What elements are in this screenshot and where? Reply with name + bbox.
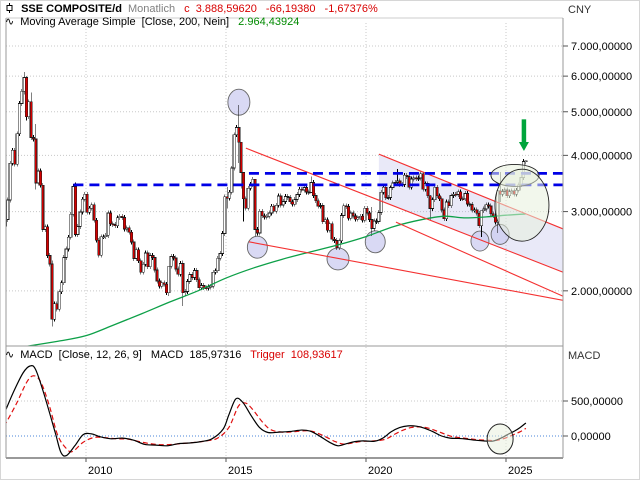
- annotation-ellipse[interactable]: [486, 423, 514, 455]
- price-axis-label[interactable]: 4.000,00000: [571, 150, 632, 162]
- price-axis-label[interactable]: 2.000,00000: [571, 286, 632, 298]
- macd-pane[interactable]: [4, 365, 527, 457]
- time-axis-label[interactable]: 2010: [88, 465, 112, 477]
- annotation-ellipse[interactable]: [494, 168, 550, 242]
- ma-value: 2.964,43924: [238, 16, 300, 28]
- macd-value: 185,97316: [189, 349, 242, 361]
- trigger-value: 108,93617: [290, 349, 343, 361]
- trendline[interactable]: [248, 241, 563, 301]
- pane-borders: [5, 17, 564, 459]
- price-change-pct: -1,67376%: [324, 3, 378, 15]
- price-axis-label[interactable]: 7.000,00000: [571, 41, 632, 53]
- indicator-wave-icon: ∿: [5, 16, 15, 28]
- quote-prefix: c: [184, 3, 190, 15]
- candlestick-series: [6, 72, 528, 327]
- ma200-line[interactable]: [5, 213, 526, 350]
- annotation-ellipse[interactable]: [470, 230, 490, 252]
- macd-name[interactable]: MACD: [20, 349, 53, 361]
- macd-axis-label[interactable]: 0,00000: [571, 431, 611, 443]
- macd-line[interactable]: [4, 365, 527, 457]
- trendline[interactable]: [395, 221, 563, 297]
- macd-trigger-line[interactable]: [4, 375, 527, 453]
- last-price: 3.888,59620: [195, 3, 257, 15]
- price-axis-label[interactable]: 5.000,00000: [571, 107, 632, 119]
- macd-axis-unit: MACD: [568, 350, 600, 362]
- price-axis-label[interactable]: 6.000,00000: [571, 71, 632, 83]
- macd-indicator-header: ∿ MACD [Close, 12, 26, 9] MACD 185,97316 …: [5, 348, 349, 361]
- time-axis-label[interactable]: 2025: [508, 465, 532, 477]
- annotation-ellipse[interactable]: [246, 235, 268, 259]
- price-change: -66,19380: [265, 3, 316, 15]
- price-pane[interactable]: [4, 72, 563, 350]
- instrument-header: SSE COMPOSITE/d Monatlich c 3.888,59620 …: [5, 3, 384, 15]
- price-axis-unit: CNY: [568, 4, 592, 16]
- time-axis-label[interactable]: 2020: [368, 465, 392, 477]
- ma-params: [Close, 200, Nein]: [141, 16, 230, 28]
- time-axis-label[interactable]: 2015: [228, 465, 252, 477]
- ma-indicator-header: ∿ Moving Average Simple [Close, 200, Nein…: [5, 15, 305, 28]
- candlestick-icon: [5, 3, 17, 15]
- indicator-wave-icon: ∿: [5, 349, 15, 361]
- macd-value-label: MACD: [150, 349, 184, 361]
- macd-params: [Close, 12, 26, 9]: [58, 349, 142, 361]
- gridlines: [6, 23, 563, 458]
- ma-name[interactable]: Moving Average Simple: [20, 16, 136, 28]
- symbol-label[interactable]: SSE COMPOSITE/d: [21, 3, 122, 15]
- annotation-ellipse[interactable]: [364, 230, 386, 254]
- price-axis-label[interactable]: 3.000,00000: [571, 207, 632, 219]
- trigger-label: Trigger: [250, 349, 285, 361]
- trendline[interactable]: [245, 147, 563, 273]
- macd-axis-label[interactable]: 500,00000: [571, 396, 623, 408]
- down-arrow-head: [518, 142, 529, 152]
- period-label[interactable]: Monatlich: [127, 3, 176, 15]
